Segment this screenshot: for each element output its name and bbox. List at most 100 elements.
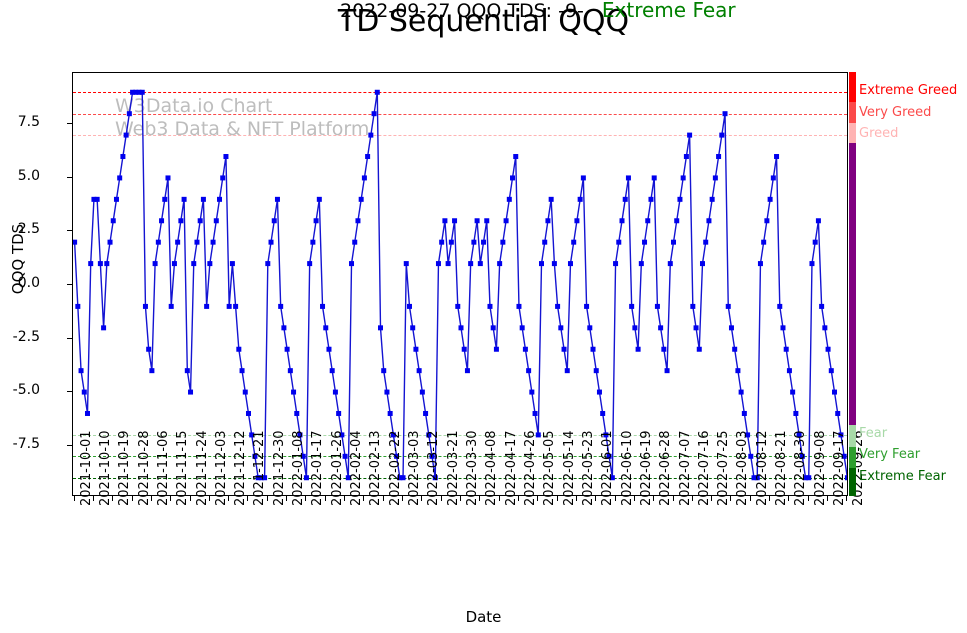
colorbar-segment-extreme-fear	[849, 468, 856, 496]
data-point-marker	[133, 89, 139, 95]
data-point-marker	[371, 111, 377, 117]
sentiment-colorbar[interactable]	[849, 72, 856, 496]
data-point-marker	[426, 432, 432, 438]
data-point-marker	[329, 368, 335, 374]
x-tick-label: 2021-10-28	[136, 430, 152, 506]
x-tick-mark	[517, 496, 519, 501]
data-point-marker	[584, 303, 590, 309]
data-point-marker	[674, 218, 680, 224]
data-point-marker	[786, 368, 792, 374]
y-tick-label: 5.0	[17, 167, 40, 184]
data-point-marker	[397, 475, 403, 481]
data-point-marker	[303, 475, 309, 481]
data-point-marker	[403, 261, 409, 267]
data-point-marker	[680, 175, 686, 181]
data-point-marker	[622, 196, 628, 202]
data-point-marker	[291, 389, 297, 395]
data-point-marker	[200, 196, 206, 202]
x-tick-mark	[556, 496, 558, 501]
data-point-marker	[732, 346, 738, 352]
data-point-marker	[413, 346, 419, 352]
data-point-marker	[184, 368, 190, 374]
data-point-marker	[487, 303, 493, 309]
data-point-marker	[416, 368, 422, 374]
data-point-marker	[484, 218, 490, 224]
data-point-marker	[75, 303, 81, 309]
threshold-line-extreme-greed	[73, 92, 847, 94]
x-tick-mark	[460, 496, 461, 501]
data-point-marker	[268, 239, 274, 245]
data-point-marker	[442, 218, 448, 224]
data-point-marker	[716, 154, 722, 160]
data-point-marker	[265, 261, 271, 267]
data-point-marker	[204, 303, 210, 309]
data-point-marker	[155, 239, 161, 245]
data-point-marker	[825, 346, 831, 352]
data-point-marker	[419, 389, 425, 395]
data-point-marker	[194, 239, 200, 245]
data-point-marker	[551, 261, 557, 267]
data-point-marker	[271, 218, 277, 224]
data-point-marker	[519, 325, 525, 331]
data-point-marker	[81, 389, 87, 395]
x-tick-mark	[769, 496, 771, 501]
threshold-line-fear	[73, 434, 847, 436]
data-point-marker	[448, 239, 454, 245]
x-tick-label: 2022-04-08	[484, 430, 500, 506]
data-point-marker	[609, 475, 615, 481]
x-tick-mark	[614, 496, 616, 501]
colorbar-label-extreme-fear: Extreme Fear	[859, 468, 946, 484]
data-point-marker	[619, 218, 625, 224]
x-tick-label: 2022-04-26	[522, 430, 538, 506]
data-point-marker	[107, 239, 113, 245]
data-point-marker	[757, 261, 763, 267]
data-point-marker	[522, 346, 528, 352]
data-point-marker	[326, 346, 332, 352]
data-point-marker	[73, 239, 78, 245]
x-tick-mark	[112, 496, 114, 501]
data-point-marker	[349, 261, 355, 267]
data-point-marker	[374, 89, 380, 95]
data-point-marker	[513, 154, 519, 160]
data-point-marker	[542, 239, 548, 245]
x-tick-mark	[131, 496, 133, 501]
data-point-marker	[567, 261, 573, 267]
data-point-marker	[580, 175, 586, 181]
data-point-marker	[735, 368, 741, 374]
data-point-marker	[664, 368, 670, 374]
data-point-marker	[281, 325, 287, 331]
data-point-marker	[806, 475, 812, 481]
data-point-marker	[274, 196, 280, 202]
data-point-marker	[429, 453, 435, 459]
data-point-marker	[571, 239, 577, 245]
data-point-marker	[191, 261, 197, 267]
x-tick-mark	[575, 496, 577, 501]
data-point-marker	[249, 432, 255, 438]
data-point-marker	[88, 261, 94, 267]
y-tick-mark	[67, 230, 72, 232]
data-point-marker	[706, 218, 712, 224]
data-point-marker	[316, 196, 322, 202]
data-point-marker	[558, 325, 564, 331]
data-point-marker	[645, 218, 651, 224]
data-point-marker	[796, 432, 802, 438]
y-tick-mark	[67, 444, 72, 446]
data-point-marker	[461, 346, 467, 352]
data-point-marker	[149, 368, 155, 374]
data-point-marker	[532, 410, 538, 416]
x-tick-label: 2021-12-03	[213, 430, 229, 506]
x-tick-mark	[363, 496, 365, 501]
x-tick-label: 2021-12-30	[271, 430, 287, 506]
colorbar-segment-very-greed	[849, 101, 856, 124]
colorbar-segment-greed	[849, 123, 856, 143]
data-point-marker	[709, 196, 715, 202]
data-point-marker	[819, 303, 825, 309]
y-tick-mark	[67, 284, 72, 285]
x-tick-label: 2022-06-10	[619, 430, 635, 506]
x-tick-mark	[730, 496, 732, 501]
data-point-marker	[696, 346, 702, 352]
data-point-marker	[336, 410, 342, 416]
data-point-marker	[171, 261, 177, 267]
data-point-marker	[613, 261, 619, 267]
colorbar-segment-very-fear	[849, 446, 856, 469]
